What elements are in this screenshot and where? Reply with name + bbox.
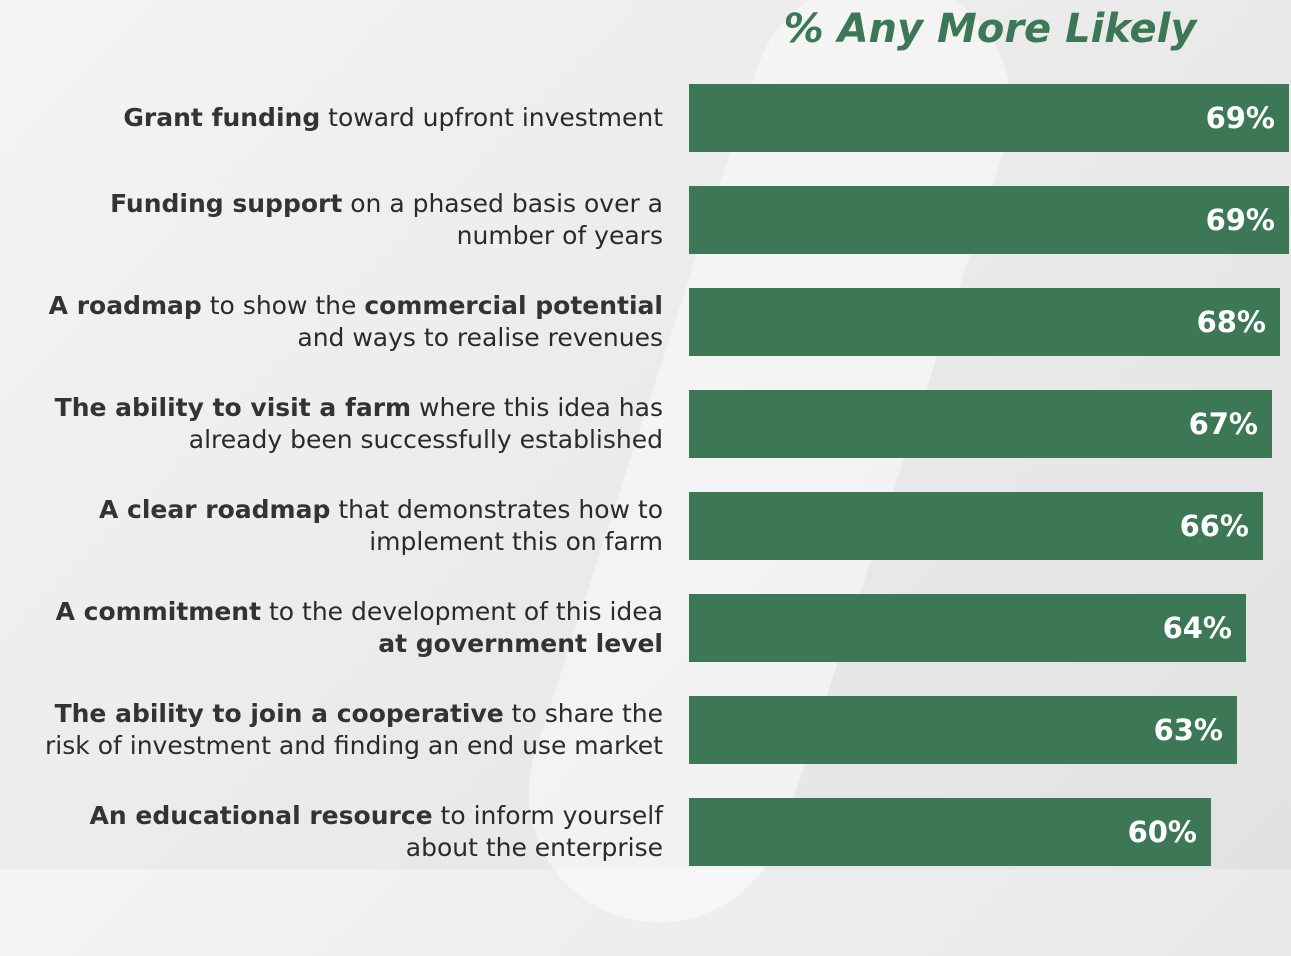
bar-row: Grant funding toward upfront investment 6… (0, 84, 1291, 152)
category-label: Grant funding toward upfront investment (3, 102, 663, 134)
bar-row: The ability to visit a farm where this i… (0, 390, 1291, 458)
category-label-line: about the enterprise (3, 832, 663, 864)
value-label: 63% (1153, 713, 1223, 747)
category-label-text: on a phased basis over a (342, 189, 663, 218)
category-label: A commitment to the development of this … (3, 596, 663, 660)
value-label: 64% (1162, 611, 1232, 645)
value-label: 67% (1188, 407, 1258, 441)
bar: 60% (689, 798, 1211, 866)
bar-row: The ability to join a cooperative to sha… (0, 696, 1291, 764)
category-label-line: A roadmap to show the commercial potenti… (3, 290, 663, 322)
category-label-line: A clear roadmap that demonstrates how to (3, 494, 663, 526)
bar: 67% (689, 390, 1272, 458)
category-label-text: to the development of this idea (261, 597, 663, 626)
category-label-bold: at government level (378, 629, 663, 658)
category-label-line: An educational resource to inform yourse… (3, 800, 663, 832)
category-label-bold: A clear roadmap (98, 495, 331, 524)
category-label-line: A commitment to the development of this … (3, 596, 663, 628)
category-label-bold: Funding support (110, 189, 343, 218)
bar: 69% (689, 84, 1289, 152)
category-label-text: number of years (456, 221, 663, 250)
bar: 69% (689, 186, 1289, 254)
category-label-line: and ways to realise revenues (3, 322, 663, 354)
category-label-line: Grant funding toward upfront investment (3, 102, 663, 134)
category-label-text: and ways to realise revenues (297, 323, 663, 352)
category-label-bold: A roadmap (48, 291, 202, 320)
value-label: 69% (1205, 101, 1275, 135)
category-label-text: to show the (201, 291, 365, 320)
category-label-line: implement this on farm (3, 526, 663, 558)
category-label: The ability to visit a farm where this i… (3, 392, 663, 456)
category-label: The ability to join a cooperative to sha… (3, 698, 663, 762)
category-label-text: toward upfront investment (320, 103, 663, 132)
category-label: An educational resource to inform yourse… (3, 800, 663, 864)
value-label: 68% (1196, 305, 1266, 339)
bar-chart: Grant funding toward upfront investment 6… (0, 84, 1291, 866)
bar: 63% (689, 696, 1237, 764)
category-label: A clear roadmap that demonstrates how to… (3, 494, 663, 558)
bar-row: A roadmap to show the commercial potenti… (0, 288, 1291, 356)
category-label-text: risk of investment and finding an end us… (45, 731, 663, 760)
bar: 64% (689, 594, 1246, 662)
category-label-line: at government level (3, 628, 663, 660)
bar-row: A clear roadmap that demonstrates how to… (0, 492, 1291, 560)
value-label: 60% (1127, 815, 1197, 849)
category-label-bold: A commitment (55, 597, 262, 626)
category-label: A roadmap to show the commercial potenti… (3, 290, 663, 354)
category-label-line: The ability to join a cooperative to sha… (3, 698, 663, 730)
value-label: 66% (1179, 509, 1249, 543)
category-label-text: where this idea has (411, 393, 663, 422)
category-label-bold: Grant funding (123, 103, 321, 132)
value-label: 69% (1205, 203, 1275, 237)
category-label-text: implement this on farm (369, 527, 663, 556)
category-label-line: already been successfully established (3, 424, 663, 456)
category-label: Funding support on a phased basis over a… (3, 188, 663, 252)
category-label-bold: commercial potential (364, 291, 663, 320)
chart-title: % Any More Likely (783, 6, 1197, 52)
category-label-bold: The ability to join a cooperative (54, 699, 504, 728)
category-label-text: already been successfully established (188, 425, 663, 454)
bar-row: An educational resource to inform yourse… (0, 798, 1291, 866)
category-label-text: to inform yourself (432, 801, 663, 830)
category-label-line: number of years (3, 220, 663, 252)
category-label-line: The ability to visit a farm where this i… (3, 392, 663, 424)
category-label-bold: An educational resource (89, 801, 433, 830)
bar-row: A commitment to the development of this … (0, 594, 1291, 662)
category-label-text: to share the (503, 699, 663, 728)
category-label-bold: The ability to visit a farm (54, 393, 412, 422)
category-label-line: risk of investment and finding an end us… (3, 730, 663, 762)
bar: 68% (689, 288, 1280, 356)
category-label-text: that demonstrates how to (330, 495, 663, 524)
bar-row: Funding support on a phased basis over a… (0, 186, 1291, 254)
bar: 66% (689, 492, 1263, 560)
category-label-line: Funding support on a phased basis over a (3, 188, 663, 220)
category-label-text: about the enterprise (405, 833, 663, 862)
